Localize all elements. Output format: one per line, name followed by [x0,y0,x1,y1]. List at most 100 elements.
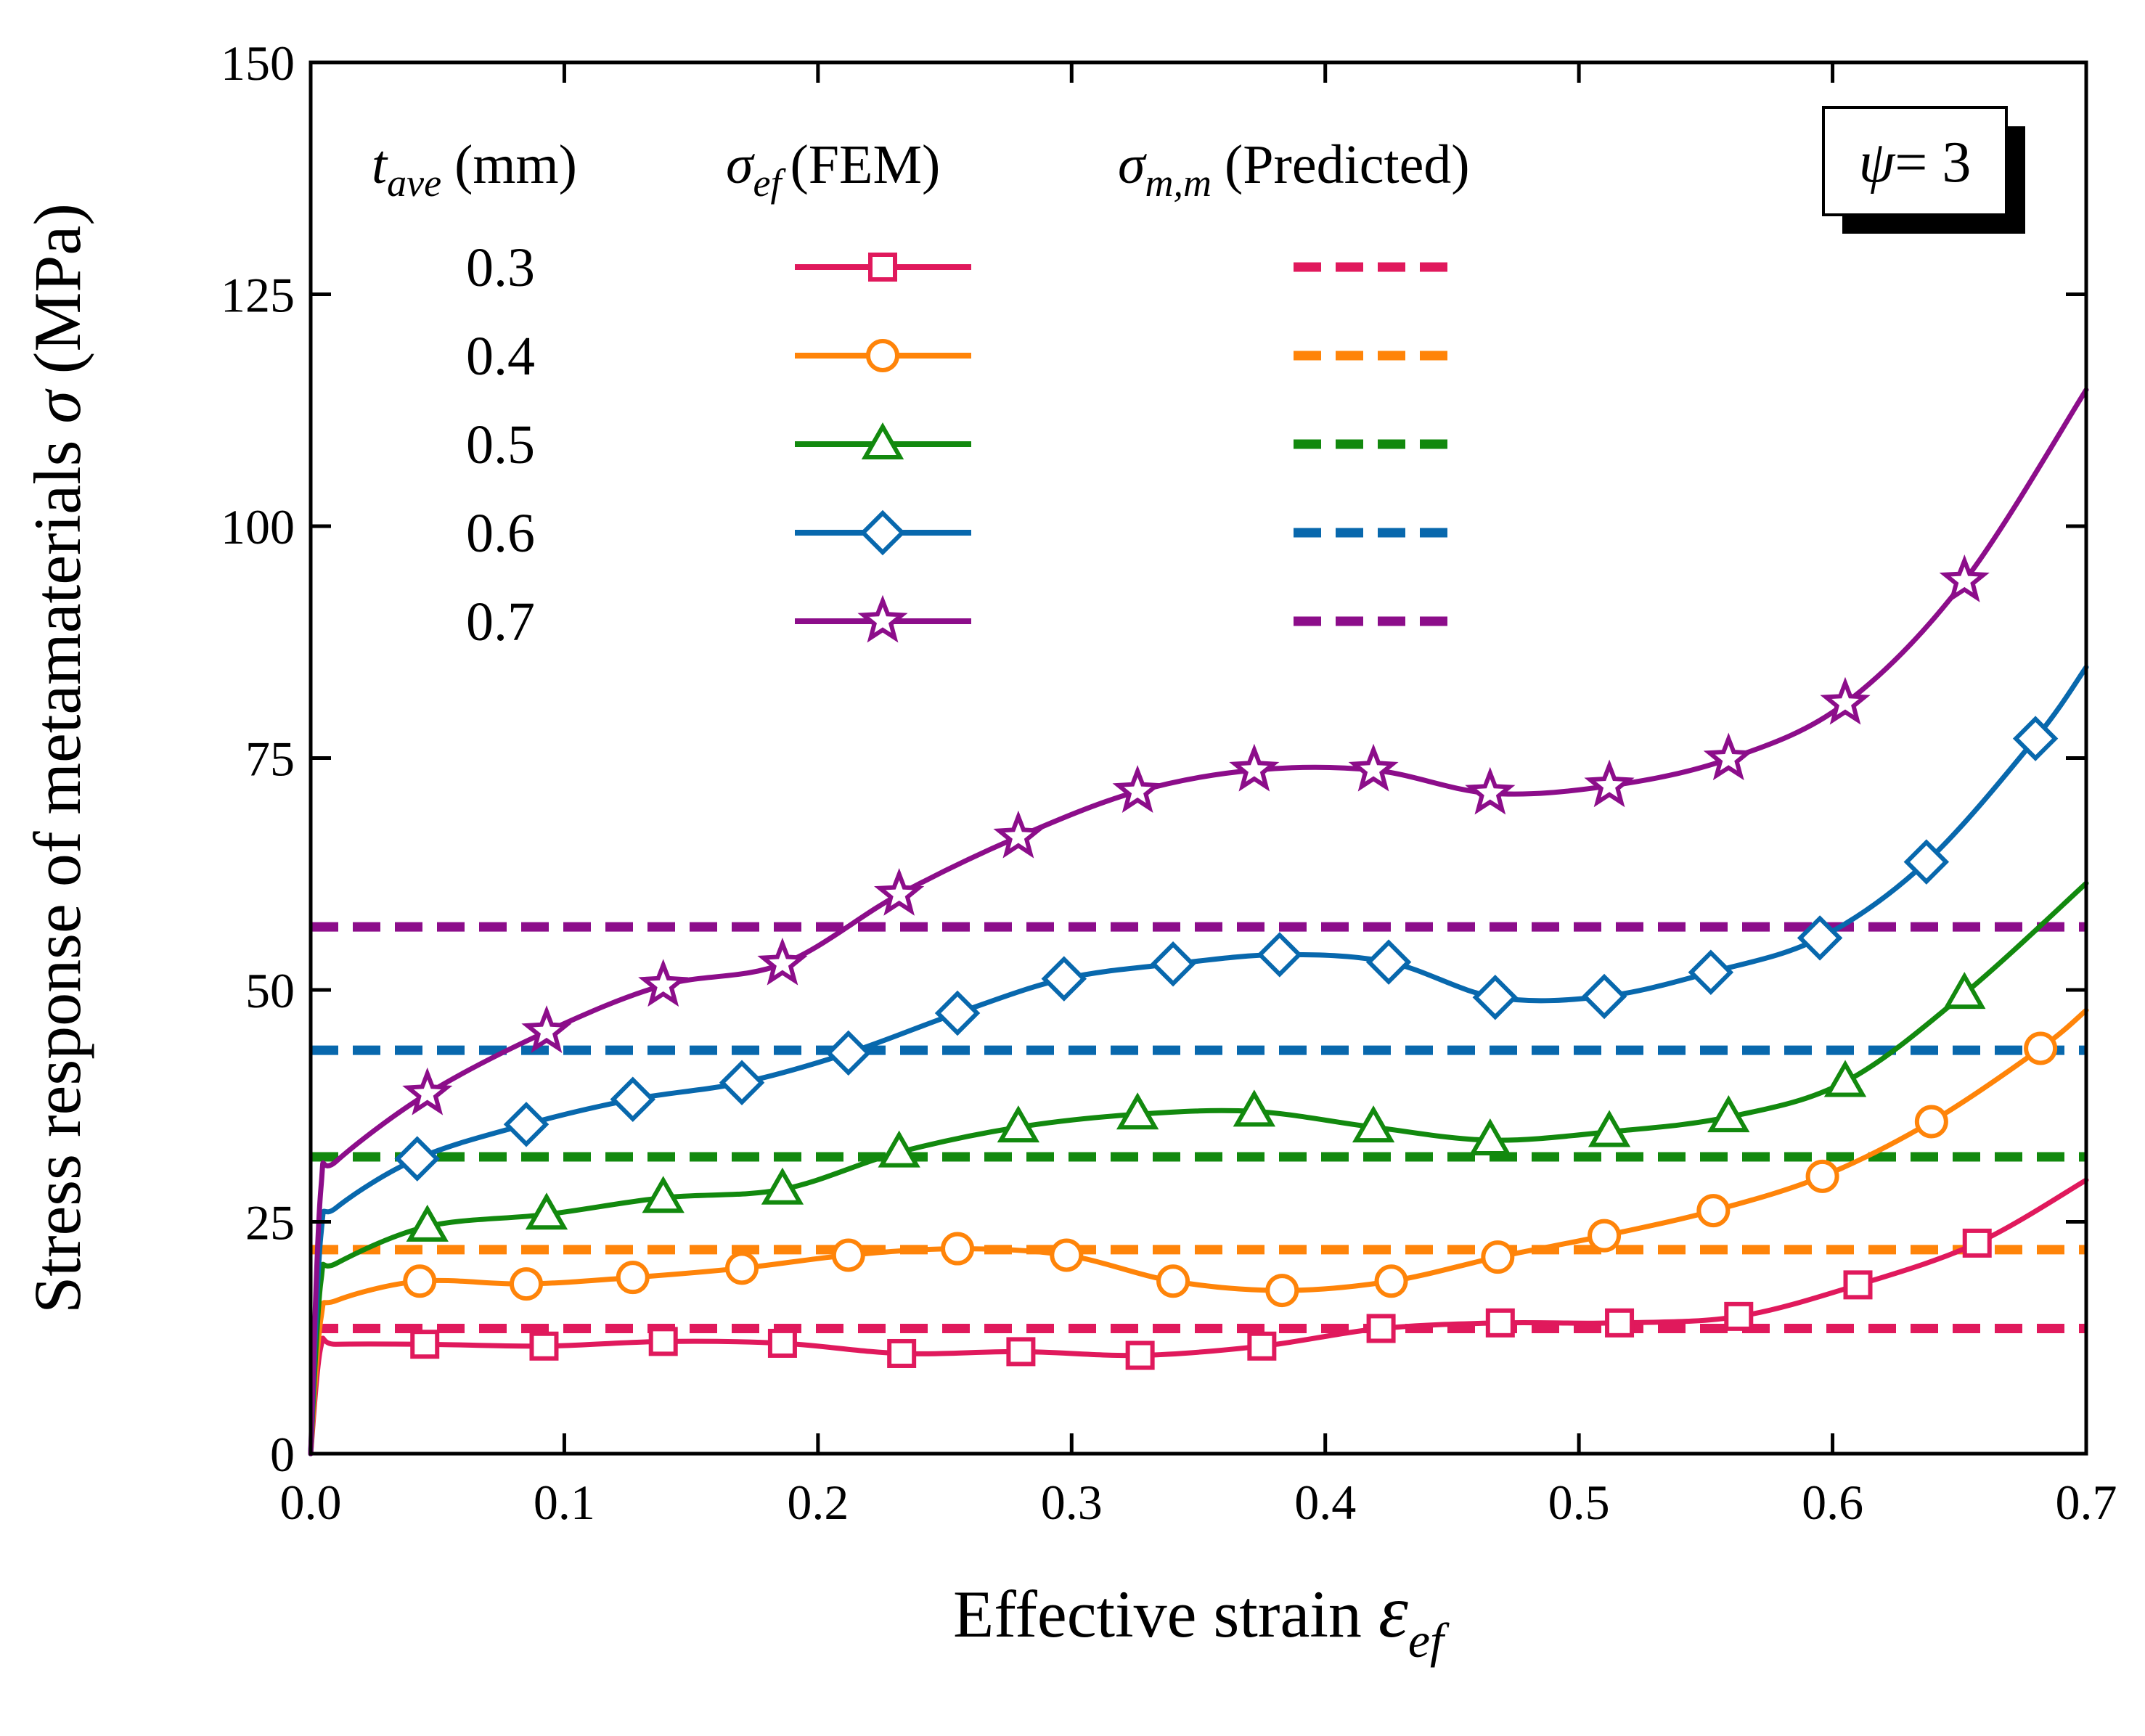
data-point-0.3 [1605,1308,1635,1338]
data-point-0.7 [1465,766,1516,815]
x-axis-title-sub: ef [1408,1613,1450,1668]
legend-header-thickness: tave (mm) [372,134,577,205]
data-point-0.6 [1257,932,1303,978]
legend-header-predicted-text: (Predicted) [1225,134,1470,195]
data-point-0.3 [767,1328,797,1358]
data-point-0.4 [1481,1240,1515,1274]
data-point-0.6 [1150,941,1196,987]
axis-ticks [309,60,2088,1456]
data-point-0.5 [997,1105,1040,1143]
legend-rows: 0.3 0.4 0.5 0.6 0.7 [466,237,1452,652]
data-point-0.4 [1588,1219,1622,1253]
data-point-0.4 [510,1267,544,1301]
data-point-0.5 [642,1176,685,1213]
fem-line-0.4 [308,1007,2089,1457]
psi-symbol: ψ [1859,131,1896,195]
legend-label-0.6: 0.6 [466,503,535,564]
x-axis-title-text: Effective strain [953,1577,1362,1651]
data-point-0.3 [1843,1270,1873,1300]
x-axis-title: Effective strain εef [953,1570,1450,1668]
data-point-0.4 [725,1251,759,1285]
y-tick-label: 100 [221,499,295,554]
data-point-0.4 [1374,1264,1408,1298]
data-point-0.6 [1041,956,1087,1002]
y-axis-title: Stress response of metamaterials σ (MPa) [20,203,94,1314]
data-point-0.5 [878,1130,920,1168]
y-tick-label: 25 [245,1195,295,1250]
data-point-0.7 [402,1067,453,1115]
data-point-0.3 [1962,1228,1992,1258]
legend-header-fem-text: (FEM) [790,134,940,195]
y-tick-label: 0 [270,1427,295,1482]
legend-header-fem: σef (FEM) [726,134,940,205]
data-point-0.5 [761,1167,804,1205]
data-point-0.4 [1805,1159,1839,1193]
legend-label-0.4: 0.4 [466,326,535,387]
data-point-0.7 [1348,743,1399,792]
data-point-0.4 [1050,1238,1084,1272]
data-point-0.3 [1125,1340,1155,1370]
data-point-0.6 [934,990,981,1036]
y-axis-title-unit: (MPa) [20,203,94,374]
data-point-0.4 [831,1238,865,1272]
y-axis-title-symbol: σ [20,388,94,424]
data-point-0.3 [1724,1301,1754,1331]
x-axis-title-symbol: ε [1378,1570,1408,1653]
predicted-lines [311,922,2086,1333]
data-point-0.6 [1903,839,1950,885]
y-tick-label: 75 [245,732,295,787]
data-point-0.5 [406,1204,449,1242]
legend-marker-0.5 [861,422,904,459]
psi-annotation: ψ= 3 [1822,106,2025,234]
data-point-0.3 [887,1338,917,1368]
data-point-0.7 [1584,759,1635,808]
data-point-0.3 [1006,1337,1036,1367]
data-point-0.4 [1265,1274,1299,1308]
psi-annotation-text: ψ= 3 [1859,131,1972,195]
legend-header-predicted: σm,m (Predicted) [1118,134,1470,205]
x-tick-label: 0.5 [1548,1475,1610,1530]
data-point-0.6 [1688,949,1734,995]
legend-header-fem-symbol: σ [726,134,755,195]
data-point-0.6 [503,1102,549,1147]
legend-header-thickness-text: (mm) [454,134,577,195]
data-point-0.7 [993,810,1044,859]
data-point-0.5 [525,1192,568,1230]
data-point-0.4 [403,1264,437,1298]
data-point-0.6 [719,1060,765,1106]
legend-label-0.3: 0.3 [466,237,535,298]
data-point-0.6 [825,1030,872,1076]
data-point-0.5 [1823,1060,1867,1097]
data-point-0.4 [2024,1031,2058,1065]
legend-marker-0.7 [857,594,908,643]
data-point-0.6 [610,1076,656,1123]
x-tick-label: 0.6 [1802,1475,1863,1530]
data-point-0.3 [1366,1314,1396,1343]
data-point-0.4 [1696,1194,1731,1228]
legend-label-0.7: 0.7 [466,591,535,652]
data-point-0.3 [1247,1331,1277,1361]
fem-line-0.7 [308,387,2089,1457]
legend-header-thickness-symbol: t [372,134,388,195]
data-point-0.7 [757,937,808,986]
data-point-0.4 [1914,1105,1948,1139]
data-point-0.6 [394,1136,441,1182]
legend-label-0.5: 0.5 [466,414,535,475]
fem-markers [394,554,2059,1370]
data-point-0.6 [1581,973,1627,1020]
data-point-0.7 [1703,732,1754,781]
legend-marker-0.4 [866,339,899,372]
x-tick-label: 0.7 [2056,1475,2117,1530]
data-point-0.4 [1156,1264,1190,1298]
data-point-0.7 [521,1005,572,1053]
y-tick-label: 50 [245,963,295,1018]
x-tick-label: 0.0 [280,1475,342,1530]
y-tick-label: 150 [221,36,295,91]
data-point-0.6 [2012,716,2059,761]
legend-header-predicted-sub: m,m [1145,161,1212,205]
data-point-0.6 [1365,939,1412,985]
data-point-0.5 [1352,1105,1395,1143]
y-tick-label: 125 [221,268,295,323]
axis-tick-labels: 0.0 0.1 0.2 0.3 0.4 0.5 0.6 0.7 0 25 50 75 100 125 150 [221,36,2117,1530]
